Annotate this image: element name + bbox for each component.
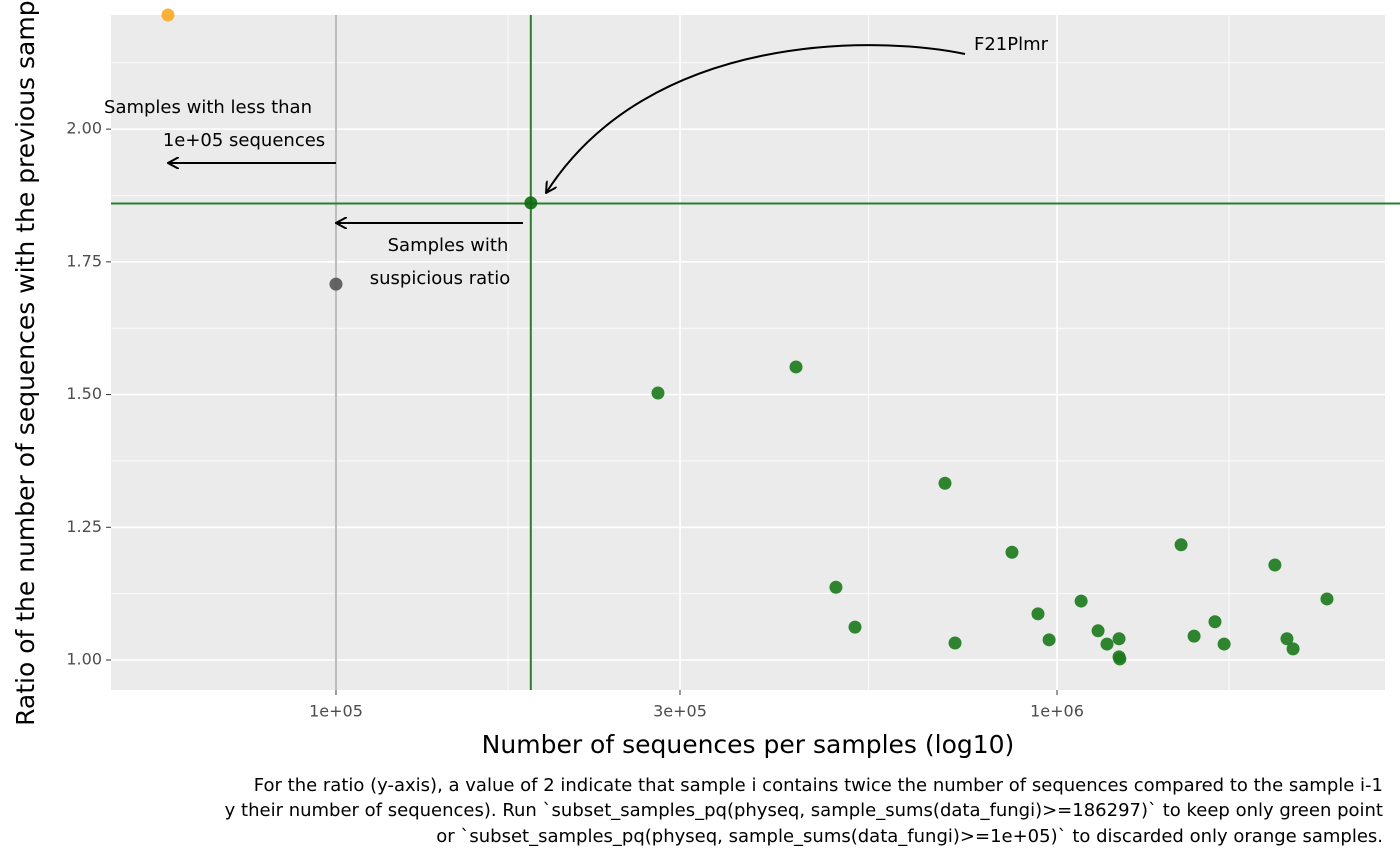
y-tick-label: 1.75 <box>66 251 102 270</box>
point <box>1042 633 1056 647</box>
point <box>1112 632 1126 646</box>
point <box>1286 642 1300 656</box>
annotation: suspicious ratio <box>370 268 511 289</box>
annotation: 1e+05 sequences <box>163 130 325 151</box>
x-axis-title: Number of sequences per samples (log10) <box>482 730 1015 759</box>
point <box>1091 624 1105 638</box>
y-tick-label: 1.25 <box>66 517 102 536</box>
x-tick-label: 1e+05 <box>309 702 363 721</box>
caption: y their number of sequences). Run `subse… <box>225 800 1383 821</box>
point <box>789 360 803 374</box>
point <box>1320 592 1334 606</box>
point <box>1074 594 1088 608</box>
point <box>1031 607 1045 621</box>
point <box>1174 538 1188 552</box>
x-tick-label: 1e+06 <box>1030 702 1084 721</box>
point <box>1100 637 1114 651</box>
point <box>1113 652 1127 666</box>
point <box>1280 632 1294 646</box>
annotation: Samples with less than <box>104 97 312 118</box>
annotation: Samples with <box>388 235 509 256</box>
x-tick-label: 3e+05 <box>653 702 707 721</box>
point <box>1005 545 1019 559</box>
point <box>948 636 962 650</box>
y-tick-label: 1.50 <box>66 384 102 403</box>
point <box>1268 558 1282 572</box>
point <box>1187 629 1201 643</box>
arrow <box>546 44 966 193</box>
point <box>848 620 862 634</box>
caption: or `subset_samples_pq(physeq, sample_sum… <box>436 826 1383 847</box>
point <box>161 8 175 22</box>
point <box>329 277 343 291</box>
panel <box>111 15 1385 690</box>
point <box>938 476 952 490</box>
point <box>651 386 665 400</box>
annotation: F21Plmr <box>974 34 1049 55</box>
y-tick-label: 1.00 <box>66 650 102 669</box>
y-tick-label: 2.00 <box>66 119 102 138</box>
point <box>1217 637 1231 651</box>
point <box>524 196 538 210</box>
y-axis-title: Ratio of the number of sequences with th… <box>11 0 40 726</box>
point <box>829 580 843 594</box>
point <box>1208 615 1222 629</box>
caption: For the ratio (y-axis), a value of 2 ind… <box>254 775 1383 796</box>
